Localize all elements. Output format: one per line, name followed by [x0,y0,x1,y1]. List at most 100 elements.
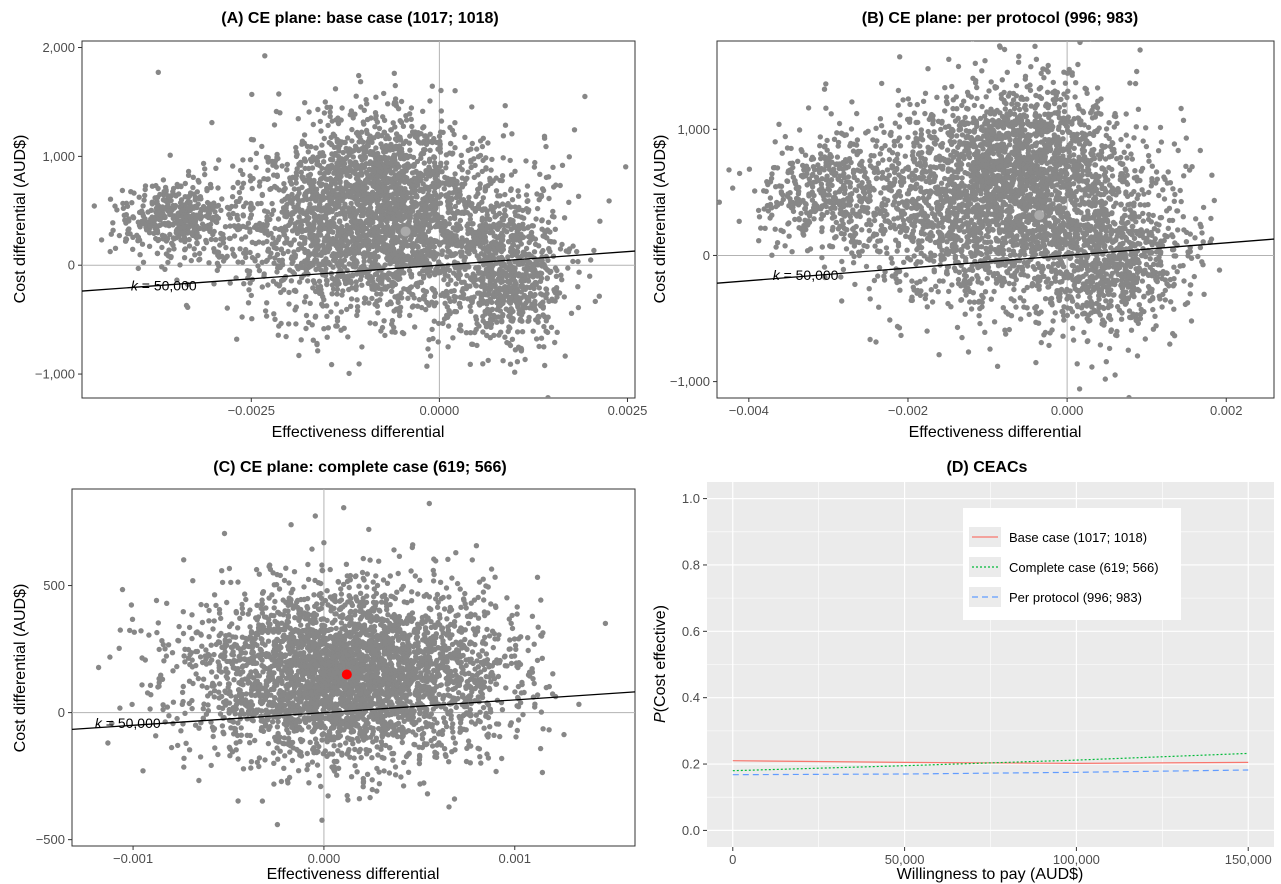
panel-a-point-1099 [272,225,278,232]
panel-a-point-2142 [296,190,302,196]
panel-a-point-3658 [523,305,529,311]
panel-a-point-3605 [496,272,502,278]
panel-a-point-3578 [436,268,442,274]
panel-a-point-3682 [327,163,333,169]
panel-a-point-2580 [442,223,448,229]
panel-a-point-4020 [354,186,361,193]
panel-a-point-2222 [362,232,368,238]
panel-b-point-704 [1133,124,1140,130]
panel-a-point-2589 [406,218,412,224]
panel-a-point-3412 [494,319,500,325]
panel-a-point-398 [269,200,275,207]
panel-a-point-1832 [268,230,274,237]
panel-a-point-1770 [230,184,236,191]
panel-a-point-2643 [220,258,227,264]
panel-a-point-287 [229,246,236,252]
panel-a-point-2574 [299,264,305,270]
panel-a-point-3439 [462,254,468,261]
panel-a-point-457 [447,298,453,305]
panel-a-point-2924 [226,211,232,218]
panel-a-point-257 [348,303,354,309]
panel-a-point-3840 [344,135,351,141]
panel-a-point-2020 [359,344,365,350]
panel-a-point-1993 [283,333,289,340]
panel-a-point-2074 [239,185,245,191]
panel-a-point-3635 [470,341,476,347]
panel-a-point-3118 [556,290,563,296]
panel-a-point-3927 [429,249,435,255]
panel-a-point-3730 [319,142,325,148]
panel-a-point-4066 [354,210,360,216]
panel-a-point-1554 [273,108,280,115]
panel-a-point-703 [479,143,486,150]
panel-a-point-1972 [408,274,415,280]
panel-a-point-4082 [344,183,350,189]
panel-a-point-1323 [449,210,456,216]
panel-a-point-1578 [439,248,446,254]
panel-a-point-141 [436,320,442,327]
panel-a-point-3576 [548,239,555,245]
panel-a-point-2933 [166,247,172,253]
panel-a-point-3376 [452,203,459,210]
panel-a-point-3063 [480,361,486,367]
panel-a-point-1581 [337,180,343,186]
panel-a-point-3016 [180,230,186,236]
panel-a-point-3754 [414,135,420,141]
panel-a-point-1837 [324,303,330,309]
panel-a-point-2868 [123,212,129,218]
panel-b-point-779 [888,255,894,261]
panel-a-point-2791 [170,202,176,209]
panel-a-point-3459 [481,256,487,263]
panel-a: (A) CE plane: base case (1017; 1018) k =… [12,10,647,441]
panel-a-point-44 [348,200,354,207]
panel-a-point-2515 [276,91,282,97]
panel-a-point-3406 [484,332,490,339]
panel-a-point-2031 [281,232,287,238]
panel-a-point-3018 [123,236,130,242]
panel-a-point-4017 [401,179,408,185]
panel-b-point-154 [959,334,965,341]
panel-a-point-3745 [313,190,320,196]
panel-a-point-1429 [303,268,310,274]
panel-a-point-698 [502,207,508,213]
panel-b-point-632 [938,126,944,133]
panel-a-point-4114 [336,168,343,174]
panel-a-point-2102 [479,168,485,175]
panel-a-point-2097 [284,161,290,168]
panel-a-point-3228 [545,395,551,398]
panel-a-point-1982 [303,294,309,300]
panel-a-point-1293 [388,300,394,307]
panel-a-point-3806 [396,143,403,149]
panel-a-point-2318 [388,243,394,249]
panel-a-point-4046 [281,181,287,187]
panel-a-point-3573 [476,255,482,262]
panel-a-point-3489 [467,283,473,289]
panel-a-point-3781 [302,158,309,164]
panel-a-point-2305 [437,200,444,206]
panel-a-point-4052 [411,161,417,168]
panel-a-point-2446 [321,246,327,252]
panel-a-point-1806 [391,70,397,77]
panel-a-point-720 [424,363,430,369]
panel-a-point-1793 [245,220,252,226]
panel-a-point-2652 [201,245,207,252]
panel-a-point-1424 [249,185,255,192]
panel-a-point-1631 [330,264,336,270]
panel-a-point-2597 [263,313,270,319]
panel-a-point-2357 [319,301,325,307]
panel-a-point-3797 [416,227,422,233]
panel-a-point-3569 [506,313,512,319]
panel-b-point-784 [979,103,985,110]
panel-a-point-2524 [324,281,330,288]
panel-a-point-2209 [288,212,294,218]
panel-a-point-1392 [322,99,328,105]
panel-a-point-2598 [357,244,363,250]
panel-a-point-2073 [272,183,278,190]
panel-a-point-3654 [473,282,479,289]
panel-a-point-2036 [279,259,285,266]
panel-a-point-3508 [529,234,535,240]
panel-a-point-2507 [451,214,458,220]
panel-a-point-2519 [296,214,302,220]
panel-a-point-788 [301,299,308,305]
panel-a-point-3385 [517,317,523,324]
